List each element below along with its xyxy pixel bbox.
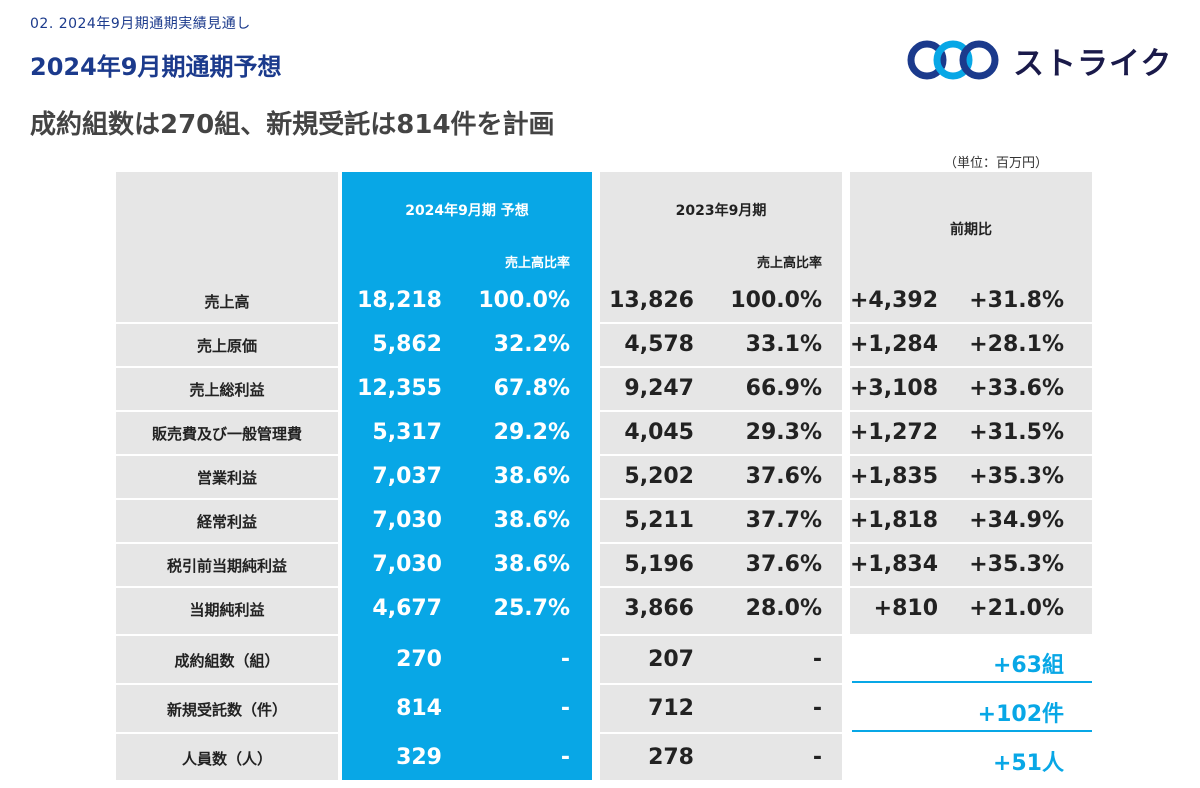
previous-ratio: 66.9% [745,376,822,401]
label-column [116,172,338,780]
forecast-value: 5,862 [372,332,442,357]
row-label: 売上原価 [196,337,257,355]
previous-ratio: 29.3% [745,420,822,445]
forecast-value: 814 [396,696,442,721]
previous-year-column [600,172,842,780]
previous-ratio: - [812,647,822,672]
change-amount: +1,818 [850,508,939,533]
header-previous: 2023年9月期 [675,203,767,219]
change-underline [852,681,1092,683]
change-percent: +33.6% [969,376,1064,401]
forecast-value: 7,030 [372,508,442,533]
logo-text: ストライク [1013,45,1173,82]
row-label: 経常利益 [196,513,257,531]
change-amount: +810 [873,596,938,621]
previous-value: 207 [648,647,694,672]
forecast-ratio: 100.0% [478,288,570,313]
row-label: 税引前当期純利益 [166,557,287,575]
forecast-value: 270 [396,647,442,672]
forecast-value: 329 [396,745,442,770]
previous-ratio: 37.6% [745,552,822,577]
change-percent: +35.3% [969,552,1064,577]
forecast-ratio: 38.6% [493,464,570,489]
previous-ratio: - [812,745,822,770]
header-change: 前期比 [950,222,992,238]
change-percent: +21.0% [969,596,1064,621]
row-label: 新規受託数（件） [166,701,287,719]
change-amount: +1,835 [850,464,939,489]
previous-value: 4,045 [624,420,694,445]
previous-ratio: 37.7% [745,508,822,533]
change-amount: +1,272 [850,420,939,445]
header-forecast-ratio: 売上高比率 [504,256,570,271]
header-forecast: 2024年9月期 予想 [405,203,529,219]
page-title: 2024年9月期通期予想 [30,53,282,81]
forecast-value: 7,030 [372,552,442,577]
previous-value: 5,196 [624,552,694,577]
row-label: 当期純利益 [189,601,265,619]
company-logo: ストライク [905,38,1172,82]
forecast-ratio: 38.6% [493,508,570,533]
forecast-value: 7,037 [372,464,442,489]
previous-ratio: 100.0% [730,288,822,313]
logo-mark-icon [907,40,999,80]
previous-ratio: 28.0% [745,596,822,621]
previous-value: 5,211 [624,508,694,533]
change-percent: +34.9% [969,508,1064,533]
previous-value: 712 [648,696,694,721]
change-count: +63組 [992,653,1064,678]
forecast-value: 4,677 [372,596,442,621]
forecast-ratio: 29.2% [493,420,570,445]
row-label: 成約組数（組） [174,652,280,670]
previous-value: 3,866 [624,596,694,621]
change-amount: +4,392 [850,288,939,313]
forecast-value: 5,317 [372,420,442,445]
row-label: 営業利益 [196,469,257,487]
change-percent: +28.1% [969,332,1064,357]
row-label: 販売費及び一般管理費 [151,425,302,443]
forecast-ratio: - [560,647,570,672]
change-amount: +1,284 [850,332,939,357]
change-amount: +1,834 [850,552,939,577]
previous-value: 4,578 [624,332,694,357]
previous-ratio: 37.6% [745,464,822,489]
row-label: 人員数（人） [181,750,272,768]
forecast-ratio: - [560,745,570,770]
forecast-ratio: 32.2% [493,332,570,357]
previous-ratio: 33.1% [745,332,822,357]
change-percent: +35.3% [969,464,1064,489]
row-label: 売上総利益 [189,381,265,399]
previous-ratio: - [812,696,822,721]
breadcrumb: 02. 2024年9月期通期実績見通し [30,16,251,32]
forecast-column [342,172,592,780]
previous-value: 9,247 [624,376,694,401]
change-percent: +31.8% [969,288,1064,313]
unit-note: （単位：百万円） [944,156,1049,171]
forecast-ratio: 38.6% [493,552,570,577]
row-label: 売上高 [204,293,250,311]
forecast-value: 12,355 [357,376,442,401]
change-column [850,172,1092,634]
forecast-ratio: - [560,696,570,721]
change-count: +102件 [977,702,1064,727]
forecast-value: 18,218 [357,288,442,313]
change-amount: +3,108 [850,376,939,401]
change-count: +51人 [992,751,1064,776]
forecast-ratio: 67.8% [493,376,570,401]
forecast-ratio: 25.7% [493,596,570,621]
header-previous-ratio: 売上高比率 [756,256,822,271]
previous-value: 278 [648,745,694,770]
previous-value: 5,202 [624,464,694,489]
change-percent: +31.5% [969,420,1064,445]
page-subtitle: 成約組数は270組、新規受託は814件を計画 [30,110,555,140]
change-underline [852,730,1092,732]
previous-value: 13,826 [609,288,694,313]
